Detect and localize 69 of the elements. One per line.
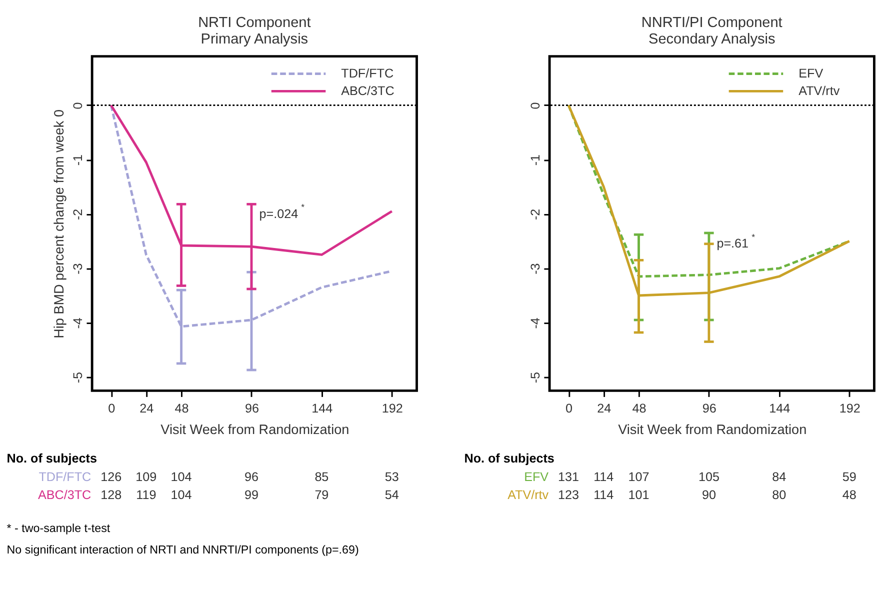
x-tick-label: 48: [632, 401, 646, 416]
text: EFV: [524, 470, 549, 484]
x-tick-label: 96: [702, 401, 716, 416]
x-tick-label: 48: [174, 401, 189, 416]
text: 84: [772, 470, 786, 484]
text: No. of subjects: [464, 451, 554, 466]
text: 101: [628, 488, 650, 502]
y-tick-label: -4: [70, 318, 85, 329]
text: 99: [244, 488, 258, 502]
text: 104: [170, 470, 192, 484]
text: 128: [100, 488, 122, 502]
text: 96: [244, 470, 258, 484]
chart-title: NRTI Component: [198, 15, 311, 32]
text: 104: [170, 488, 192, 502]
text: 48: [842, 488, 856, 502]
chart-title: NNRTI/PI Component: [641, 15, 782, 32]
legend-label: ATV/rtv: [798, 84, 840, 98]
y-tick-label: -4: [528, 318, 542, 329]
y-tick-label: -2: [70, 208, 85, 220]
text: No significant interaction of NRTI and NNRTI/PI components (p=.69): [6, 543, 359, 556]
x-axis-title: Visit Week from Randomization: [618, 422, 807, 437]
text: ATV/rtv: [508, 488, 549, 502]
text: 114: [594, 470, 614, 484]
legend-label: EFV: [798, 66, 824, 81]
legend-label: ABC/3TC: [341, 84, 394, 98]
text: 131: [558, 470, 580, 484]
x-tick-label: 192: [839, 401, 860, 416]
text: 80: [772, 488, 786, 502]
x-tick-label: 24: [140, 401, 154, 416]
annotation: p=.024*: [259, 202, 306, 221]
y-tick-label: -5: [70, 372, 85, 384]
text: No. of subjects: [6, 451, 97, 466]
x-tick-label: 192: [382, 401, 403, 416]
text: 107: [628, 470, 650, 484]
text: 119: [136, 488, 156, 502]
text: 85: [314, 470, 329, 484]
text: * - two-sample t-test: [6, 522, 111, 536]
y-axis-title: Hip BMD percent change from week 0: [51, 110, 66, 338]
text: 109: [136, 470, 157, 484]
y-tick-label: -3: [70, 263, 85, 274]
text: 53: [384, 470, 399, 484]
text: 105: [698, 470, 720, 484]
text: 90: [702, 488, 716, 502]
annotation: p=.61*: [716, 232, 756, 251]
y-tick-label: -1: [528, 154, 542, 166]
x-tick-label: 144: [769, 401, 790, 416]
x-tick-label: 0: [108, 401, 116, 416]
text: 126: [100, 470, 122, 484]
y-tick-label: -1: [70, 154, 85, 166]
legend-label: TDF/FTC: [341, 66, 394, 81]
y-tick-label: -2: [528, 208, 542, 220]
chart-subtitle: Secondary Analysis: [648, 32, 776, 48]
text: ABC/3TC: [38, 488, 92, 502]
text: 79: [314, 488, 329, 502]
x-tick-label: 144: [312, 401, 333, 416]
y-tick-label: 0: [528, 102, 542, 110]
text: 114: [594, 488, 614, 502]
x-tick-label: 24: [597, 401, 612, 416]
x-tick-label: 0: [566, 401, 573, 416]
x-tick-label: 96: [244, 401, 259, 416]
text: TDF/FTC: [38, 470, 92, 484]
x-axis-title: Visit Week from Randomization: [160, 422, 350, 437]
text: 54: [384, 488, 399, 502]
text: 59: [842, 470, 856, 484]
y-tick-label: -5: [528, 372, 542, 384]
text: 123: [558, 488, 580, 502]
chart-subtitle: Primary Analysis: [200, 32, 308, 48]
y-tick-label: -3: [528, 263, 542, 274]
y-tick-label: 0: [70, 102, 85, 110]
